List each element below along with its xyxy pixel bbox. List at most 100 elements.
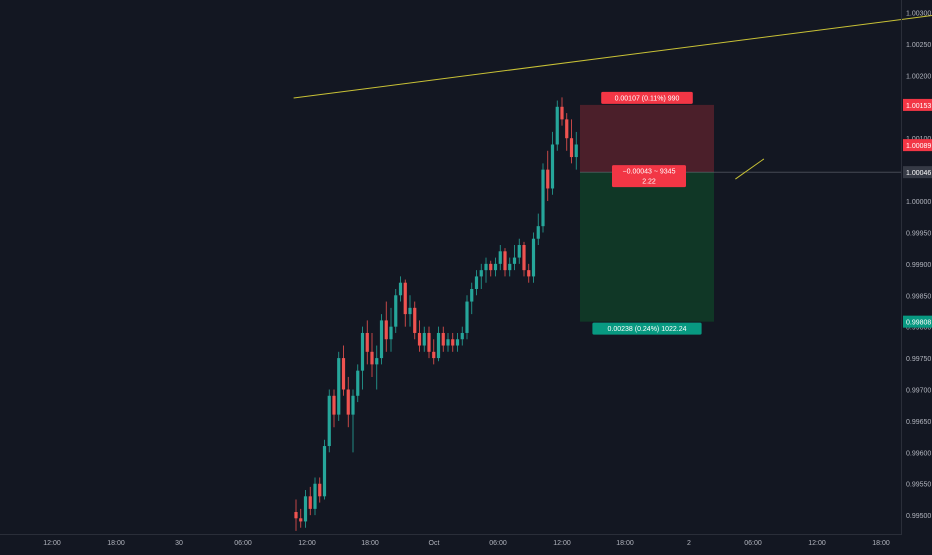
price-axis-badge [903, 315, 932, 328]
price-tick-label: 0.99550 [906, 482, 931, 489]
candle-down [527, 270, 531, 277]
trendline[interactable] [293, 6, 932, 99]
candle-up [394, 295, 398, 327]
price-tick-label: 0.99600 [906, 450, 931, 457]
candle-up [327, 395, 331, 447]
candle-down [546, 169, 550, 189]
candle-up [517, 245, 521, 258]
candle-up [470, 288, 474, 302]
target-label-text: 0.00238 (0.24%) 1022.24 [607, 326, 686, 333]
candle-up [493, 263, 498, 271]
candle-up [375, 358, 379, 365]
time-tick-label: 12:00 [43, 540, 61, 547]
candle-down [503, 251, 507, 271]
candle-down [441, 332, 445, 346]
candle-up [555, 106, 559, 145]
candle-up [531, 238, 536, 277]
price-tick-label: 0.99900 [906, 262, 931, 269]
candle-up [379, 320, 384, 359]
time-tick-label: 06:00 [234, 540, 252, 547]
time-tick-label: 18:00 [616, 540, 634, 547]
price-axis-badge [903, 139, 932, 152]
candle-up [498, 251, 502, 264]
candle-up [474, 276, 479, 289]
candle-down [560, 106, 564, 120]
price-axis[interactable]: 1.003001.002501.002001.001501.001001.000… [903, 11, 932, 521]
candle-down [370, 351, 374, 365]
candle-down [489, 263, 493, 271]
candle-down [413, 307, 417, 333]
price-tick-label: 1.00000 [906, 199, 931, 206]
candle-up [408, 307, 412, 315]
candle-up [422, 332, 426, 346]
candle-up [351, 395, 355, 415]
price-tick-label: 0.99800 [906, 325, 931, 332]
time-tick-label: Oct [429, 540, 440, 547]
stop-loss-zone[interactable] [580, 104, 714, 173]
price-axis-badge-text: 0.99808 [906, 320, 931, 327]
time-tick-label: 12:00 [298, 540, 316, 547]
price-tick-label: 0.99700 [906, 388, 931, 395]
position-labels: 0.00107 (0.11%) 990 −0.00043 ~ 9345 2.22 0.… [592, 91, 702, 335]
price-tick-label: 0.99950 [906, 230, 931, 237]
price-tick-label: 1.00250 [906, 42, 931, 49]
entry-label-text: −0.00043 ~ 9345 [623, 169, 676, 176]
trendlines[interactable] [293, 6, 932, 180]
candle-up [337, 358, 341, 415]
price-tick-label: 0.99750 [906, 356, 931, 363]
time-tick-label: 2 [687, 540, 691, 547]
candle-down [365, 332, 369, 352]
candle-down [341, 358, 346, 390]
candle-down [346, 389, 350, 415]
time-tick-label: 06:00 [744, 540, 762, 547]
candle-down [308, 496, 312, 509]
candle-up [536, 226, 540, 239]
entry-label-badge [612, 165, 686, 188]
price-tick-label: 1.00300 [906, 11, 931, 18]
time-tick-label: 18:00 [107, 540, 125, 547]
candles [294, 97, 578, 531]
candle-up [322, 446, 327, 497]
candle-down [432, 351, 436, 359]
price-axis-badge-text: 1.00153 [906, 103, 931, 110]
candle-down [565, 119, 569, 139]
position-zones [580, 104, 902, 322]
price-tick-label: 0.99650 [906, 419, 931, 426]
candle-up [550, 144, 555, 189]
price-axis-badge [903, 166, 932, 179]
candle-up [574, 144, 578, 158]
price-axis-badge [903, 98, 932, 111]
candle-up [303, 496, 308, 522]
candle-down [451, 339, 455, 346]
candle-up [465, 301, 469, 333]
candle-up [541, 169, 545, 227]
price-tick-label: 0.99500 [906, 513, 931, 520]
candle-up [360, 332, 365, 371]
time-tick-label: 18:00 [872, 540, 890, 547]
candle-up [446, 339, 450, 346]
take-profit-zone[interactable] [580, 172, 714, 322]
time-axis[interactable]: 12:00 18:00 30 06:00 12:00 18:00 Oct 06:00 12:00… [43, 540, 890, 547]
entry-label-text: 2.22 [642, 179, 656, 186]
candle-up [512, 257, 517, 264]
time-tick-label: 12:00 [808, 540, 826, 547]
candle-up [356, 370, 360, 396]
price-axis-badge-text: 1.00089 [906, 143, 931, 150]
candle-up [313, 483, 317, 509]
price-tick-label: 1.00200 [906, 73, 931, 80]
candle-down [569, 138, 574, 158]
candle-down [522, 245, 526, 271]
time-tick-label: 18:00 [361, 540, 379, 547]
trendline[interactable] [735, 158, 765, 180]
candle-down [332, 395, 336, 415]
candle-up [436, 332, 441, 359]
candle-down [299, 518, 303, 522]
time-tick-label: 06:00 [489, 540, 507, 547]
target-label-badge [592, 322, 702, 335]
stop-label-text: 0.00107 (0.11%) 990 [615, 95, 680, 102]
candle-up [460, 332, 464, 340]
candle-up [484, 263, 488, 271]
candle-down [427, 332, 431, 352]
